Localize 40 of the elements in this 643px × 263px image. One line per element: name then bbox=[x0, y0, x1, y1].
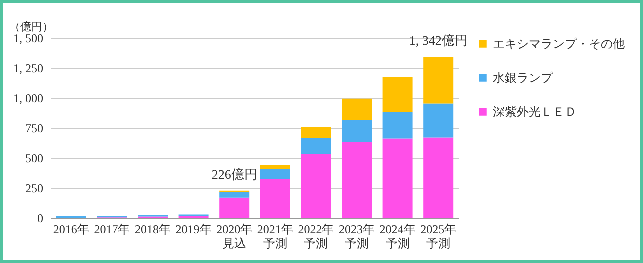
legend-label: 深紫外光ＬＥＤ bbox=[493, 105, 577, 119]
legend-label: エキシマランプ・その他 bbox=[493, 37, 625, 51]
annotation: 1, 342億円 bbox=[409, 32, 468, 48]
bar bbox=[424, 138, 454, 218]
x-tick-label: 2020年見込 bbox=[216, 222, 253, 250]
bar bbox=[342, 98, 372, 121]
bar bbox=[382, 77, 413, 112]
x-tick-label: 2022年予測 bbox=[298, 222, 334, 250]
bar bbox=[260, 169, 290, 180]
bar bbox=[342, 120, 372, 142]
y-tick-label: 500 bbox=[26, 152, 44, 166]
y-tick-label: 0 bbox=[38, 212, 44, 226]
bar bbox=[342, 142, 372, 218]
x-tick-label: 2018年 bbox=[135, 222, 171, 236]
bar bbox=[382, 112, 413, 139]
bar bbox=[301, 138, 332, 154]
bar bbox=[220, 192, 250, 198]
y-tick-label: 750 bbox=[26, 122, 44, 136]
bar bbox=[301, 154, 332, 218]
y-tick-label: 1, 250 bbox=[14, 62, 44, 76]
bar bbox=[220, 198, 250, 218]
x-tick-label: 2021年予測 bbox=[257, 222, 294, 250]
annotation: 226億円 bbox=[212, 166, 258, 182]
bar bbox=[260, 165, 290, 170]
x-tick-label: 2016年 bbox=[53, 222, 90, 236]
x-tick-label: 2017年 bbox=[94, 222, 130, 236]
bar bbox=[424, 104, 454, 138]
x-tick-label: 2025年予測 bbox=[420, 222, 457, 250]
y-tick-label: 1, 500 bbox=[14, 32, 44, 46]
x-tick-label: 2023年予測 bbox=[339, 222, 375, 250]
x-tick-label: 2019年 bbox=[176, 222, 212, 236]
x-tick-label: 2024年予測 bbox=[380, 222, 416, 250]
y-axis-title: （億円） bbox=[10, 20, 54, 34]
bar bbox=[260, 179, 290, 218]
legend-label: 水銀ランプ bbox=[493, 71, 554, 85]
y-tick-label: 1, 000 bbox=[14, 92, 44, 106]
y-tick-label: 250 bbox=[26, 182, 44, 196]
bar bbox=[301, 127, 332, 138]
bar bbox=[424, 56, 454, 104]
bar bbox=[382, 138, 413, 218]
